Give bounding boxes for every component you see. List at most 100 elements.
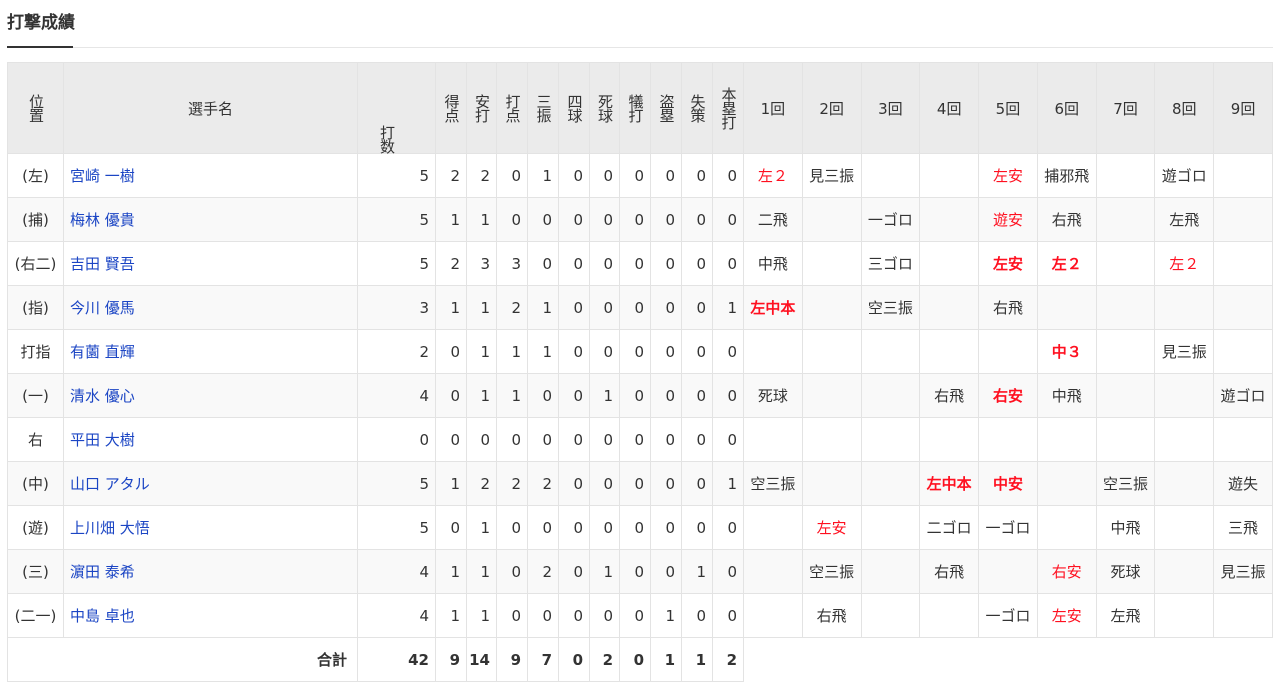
stat-cell: 0: [527, 417, 559, 462]
stat-cell: 1: [466, 285, 497, 330]
stat-cell: 0: [712, 197, 744, 242]
header-inning: 6回: [1036, 62, 1097, 154]
stat-cell: 0: [558, 197, 590, 242]
stat-cell: 0: [466, 417, 497, 462]
player-name-link[interactable]: 上川畑 大悟: [63, 505, 358, 550]
stat-cell: 0: [712, 417, 744, 462]
inning-result-cell: [1154, 505, 1215, 550]
inning-result-cell: 中飛: [1095, 505, 1156, 550]
inning-result-cell: 遊安: [978, 197, 1038, 242]
position-cell: (遊): [7, 505, 64, 550]
stat-cell: 1: [527, 329, 559, 374]
player-name-link[interactable]: 山口 アタル: [63, 461, 358, 506]
inning-result-cell: [860, 373, 921, 418]
stat-cell: 0: [681, 285, 713, 330]
player-name-link[interactable]: 清水 優心: [63, 373, 358, 418]
stat-cell: 0: [527, 197, 559, 242]
inning-result-cell: 中安: [978, 461, 1038, 506]
header-player: 選手名: [63, 62, 358, 154]
total-stat-cell: 9: [496, 637, 528, 682]
stat-cell: 2: [435, 153, 467, 198]
header-stat: 犠打: [619, 62, 651, 154]
stat-cell: 0: [357, 417, 436, 462]
stat-cell: 0: [619, 153, 651, 198]
stat-cell: 1: [650, 593, 682, 638]
inning-result-cell: [801, 373, 862, 418]
inning-result-cell: [1213, 153, 1273, 198]
total-stat-cell: 2: [589, 637, 620, 682]
stat-cell: 0: [558, 153, 590, 198]
inning-result-cell: 左中本: [919, 461, 980, 506]
inning-result-cell: 遊ゴロ: [1213, 373, 1273, 418]
stat-cell: 1: [496, 329, 528, 374]
table-row: (左) 宮崎 一樹 5 2 2 0 1 0 0 0 0 0 0 左２ 見三振 左安 捕邪飛 遊ゴロ: [7, 153, 1273, 198]
stat-cell: 2: [435, 241, 467, 286]
batting-stats-table: 位置 選手名 打数 得点 安打 打点 三振 四球 死球 犠打 盗塁 失策 本塁打 1回 2回 3回 4回 5回…: [7, 62, 1273, 682]
stat-cell: 0: [558, 285, 590, 330]
stat-cell: 1: [435, 461, 467, 506]
inning-result-cell: [1154, 417, 1215, 462]
player-name-link[interactable]: 今川 優馬: [63, 285, 358, 330]
inning-result-cell: 見三振: [1213, 549, 1273, 594]
stat-cell: 0: [681, 593, 713, 638]
inning-result-cell: [860, 153, 921, 198]
stat-cell: 0: [712, 549, 744, 594]
page-title: 打撃成績: [7, 13, 75, 33]
stat-cell: 0: [681, 329, 713, 374]
stat-cell: 0: [681, 197, 713, 242]
inning-result-cell: [801, 417, 862, 462]
player-name-link[interactable]: 中島 卓也: [63, 593, 358, 638]
stat-cell: 0: [681, 373, 713, 418]
stat-cell: 0: [558, 505, 590, 550]
stat-cell: 0: [558, 549, 590, 594]
stat-cell: 1: [435, 593, 467, 638]
stat-cell: 1: [712, 461, 744, 506]
stat-cell: 1: [589, 373, 620, 418]
player-name-link[interactable]: 吉田 賢吾: [63, 241, 358, 286]
stat-cell: 0: [496, 593, 528, 638]
inning-result-cell: [1095, 285, 1156, 330]
stat-cell: 1: [435, 285, 467, 330]
player-name-link[interactable]: 有薗 直輝: [63, 329, 358, 374]
inning-result-cell: [743, 593, 803, 638]
header-inning: 8回: [1154, 62, 1215, 154]
stat-cell: 0: [558, 593, 590, 638]
total-row: 合計 42 9 14 9 7 0 2 0 1 1 2: [7, 637, 1273, 682]
inning-result-cell: [1036, 505, 1097, 550]
table-header-row: 位置 選手名 打数 得点 安打 打点 三振 四球 死球 犠打 盗塁 失策 本塁打 1回 2回 3回 4回 5回…: [7, 62, 1273, 154]
position-cell: (左): [7, 153, 64, 198]
inning-result-cell: 左飛: [1154, 197, 1215, 242]
stat-cell: 2: [527, 461, 559, 506]
stat-cell: 2: [466, 461, 497, 506]
inning-result-cell: [978, 329, 1038, 374]
player-name-link[interactable]: 宮崎 一樹: [63, 153, 358, 198]
table-row: (二一) 中島 卓也 4 1 1 0 0 0 0 0 1 0 0 右飛 一ゴロ 左安 左飛: [7, 593, 1273, 638]
player-name-link[interactable]: 梅林 優貴: [63, 197, 358, 242]
position-cell: (二一): [7, 593, 64, 638]
inning-result-cell: [801, 197, 862, 242]
player-name-link[interactable]: 平田 大樹: [63, 417, 358, 462]
inning-result-cell: [1213, 241, 1273, 286]
table-row: (三) 濵田 泰希 4 1 1 0 2 0 1 0 0 1 0 空三振 右飛 右安 死球 見三振: [7, 549, 1273, 594]
table-row: (右二) 吉田 賢吾 5 2 3 3 0 0 0 0 0 0 0 中飛 三ゴロ 左安 左２ 左２: [7, 241, 1273, 286]
stat-cell: 0: [589, 329, 620, 374]
inning-result-cell: [1154, 461, 1215, 506]
total-label: 合計: [7, 637, 358, 682]
stat-cell: 5: [357, 461, 436, 506]
header-stat: 四球: [558, 62, 590, 154]
stat-cell: 2: [496, 285, 528, 330]
inning-result-cell: [860, 417, 921, 462]
position-cell: 右: [7, 417, 64, 462]
stat-cell: 0: [558, 417, 590, 462]
position-cell: (三): [7, 549, 64, 594]
stat-cell: 5: [357, 241, 436, 286]
stat-cell: 0: [712, 373, 744, 418]
stat-cell: 0: [619, 417, 651, 462]
stat-cell: 0: [558, 373, 590, 418]
inning-result-cell: [1036, 417, 1097, 462]
stat-cell: 0: [619, 593, 651, 638]
header-inning: 2回: [801, 62, 862, 154]
stat-cell: 0: [496, 417, 528, 462]
player-name-link[interactable]: 濵田 泰希: [63, 549, 358, 594]
stat-cell: 4: [357, 593, 436, 638]
